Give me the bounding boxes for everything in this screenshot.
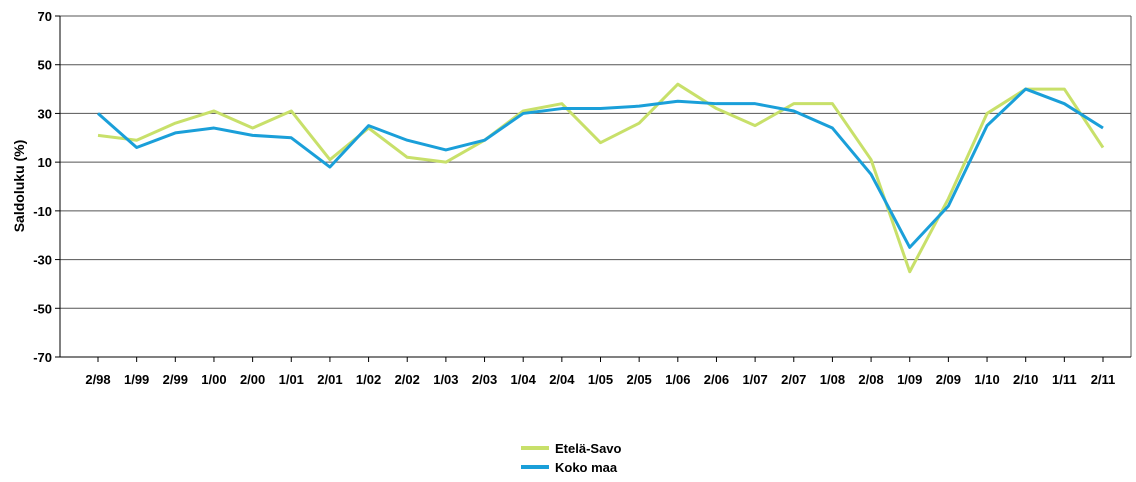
gridlines <box>59 15 1132 358</box>
x-tick-label: 2/08 <box>858 372 883 387</box>
x-tick-label: 2/03 <box>472 372 497 387</box>
x-tick-label: 1/07 <box>742 372 767 387</box>
x-tick-label: 1/00 <box>201 372 226 387</box>
x-tick-label: 1/01 <box>279 372 304 387</box>
x-tick-label: 1/99 <box>124 372 149 387</box>
x-axis-ticks: 2/98 1/99 2/99 1/00 2/00 1/01 2/01 1/02 2/02 1/03… <box>85 357 1115 387</box>
y-tick-label: 30 <box>38 106 52 121</box>
y-tick-label: 70 <box>38 9 52 24</box>
legend: Etelä-Savo Koko maa <box>521 441 622 475</box>
x-tick-label: 2/01 <box>317 372 342 387</box>
x-tick-label: 1/03 <box>433 372 458 387</box>
x-tick-label: 1/09 <box>897 372 922 387</box>
x-tick-label: 1/06 <box>665 372 690 387</box>
x-tick-label: 2/05 <box>626 372 651 387</box>
x-tick-label: 1/10 <box>974 372 999 387</box>
y-tick-label: -30 <box>33 253 52 268</box>
x-tick-label: 2/98 <box>85 372 110 387</box>
x-tick-label: 2/04 <box>549 372 575 387</box>
x-tick-label: 2/10 <box>1013 372 1038 387</box>
series-line-1 <box>97 87 1104 249</box>
x-tick-label: 1/11 <box>1052 372 1077 387</box>
x-tick-label: 1/05 <box>588 372 613 387</box>
x-tick-label: 2/09 <box>936 372 961 387</box>
x-tick-label: 2/99 <box>163 372 188 387</box>
y-axis-ticks: 70 50 30 10 -10 -30 -50 -70 <box>33 9 60 365</box>
y-tick-label: -10 <box>33 204 52 219</box>
x-tick-label: 2/06 <box>704 372 729 387</box>
x-tick-label: 2/11 <box>1091 372 1116 387</box>
x-tick-label: 2/00 <box>240 372 265 387</box>
series-line-0 <box>97 82 1105 274</box>
y-tick-label: -50 <box>33 301 52 316</box>
x-tick-label: 2/02 <box>395 372 420 387</box>
series-lines <box>97 82 1105 274</box>
y-tick-label: 10 <box>38 155 52 170</box>
x-tick-label: 1/04 <box>511 372 537 387</box>
legend-label: Koko maa <box>555 460 618 475</box>
y-tick-label: -70 <box>33 350 52 365</box>
x-tick-label: 2/07 <box>781 372 806 387</box>
legend-label: Etelä-Savo <box>555 441 622 456</box>
y-axis-title: Saldoluku (%) <box>11 140 27 233</box>
x-tick-label: 1/08 <box>820 372 845 387</box>
x-tick-label: 1/02 <box>356 372 381 387</box>
y-tick-label: 50 <box>38 58 52 73</box>
